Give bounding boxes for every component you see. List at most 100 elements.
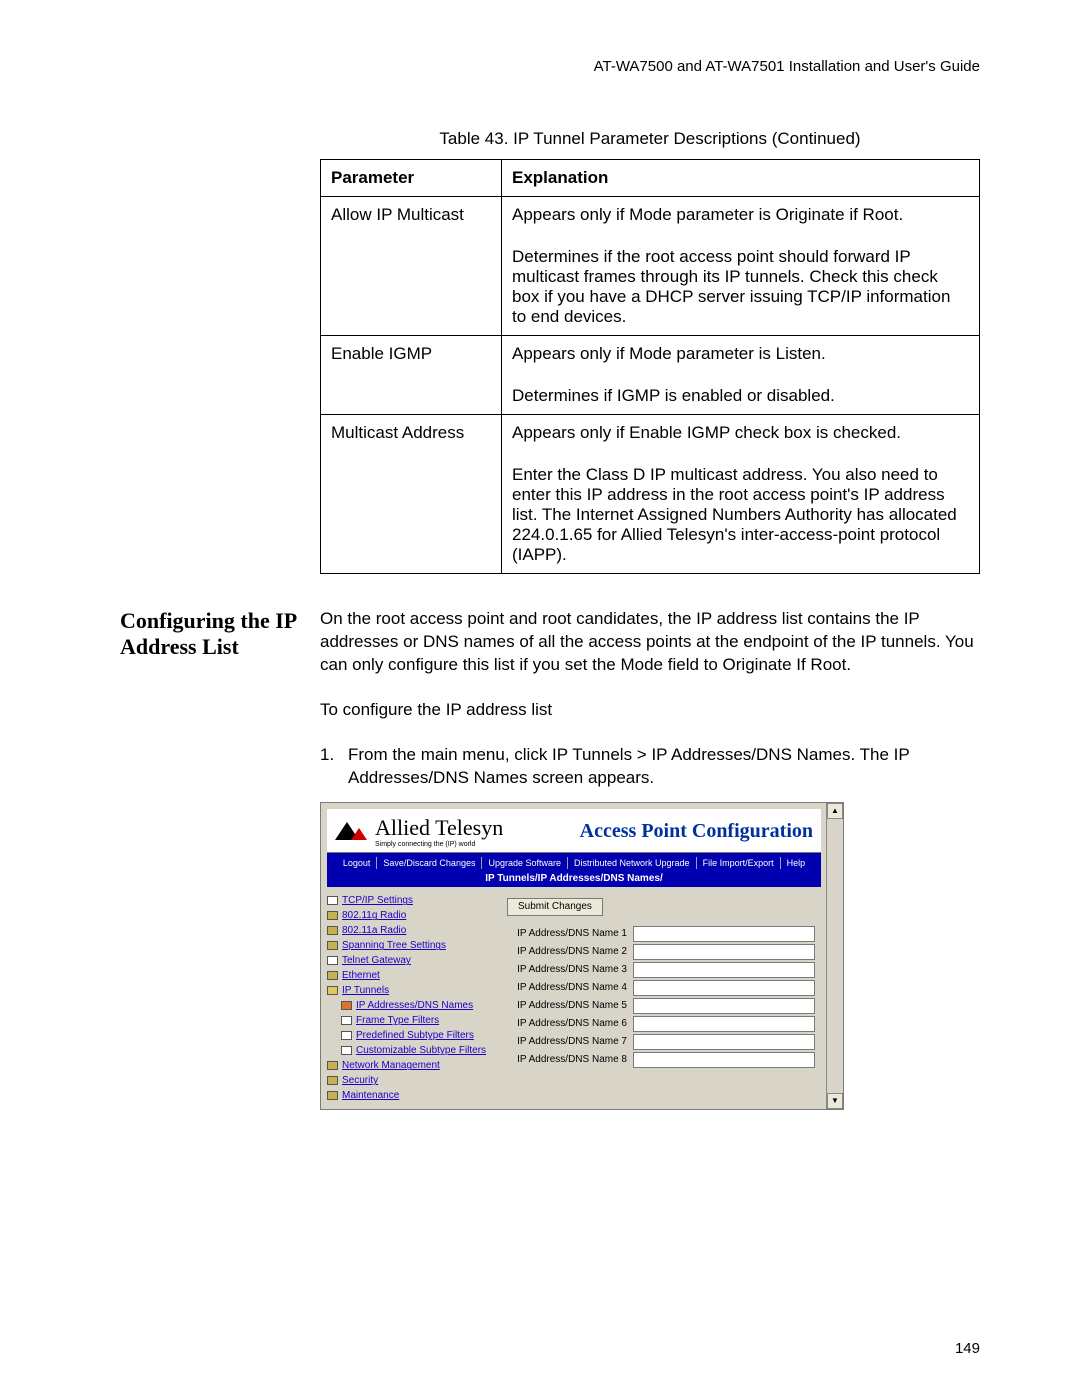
tree-item[interactable]: 802.11g Radio [327, 908, 497, 923]
table-row: Multicast Address Appears only if Enable… [321, 415, 980, 574]
nav-upgrade-software[interactable]: Upgrade Software [488, 857, 568, 869]
tree-item[interactable]: 802.11a Radio [327, 923, 497, 938]
breadcrumb: IP Tunnels/IP Addresses/DNS Names/ [333, 872, 815, 886]
th-explanation: Explanation [502, 160, 980, 197]
page-number: 149 [955, 1340, 980, 1357]
tree-link[interactable]: Security [342, 1073, 378, 1088]
config-screenshot: ▲ ▼ Allied Telesyn Simply connecting the… [320, 802, 844, 1111]
th-parameter: Parameter [321, 160, 502, 197]
ip-address-input[interactable] [633, 1034, 815, 1050]
tree-link[interactable]: Customizable Subtype Filters [356, 1043, 486, 1058]
nav-save-discard[interactable]: Save/Discard Changes [383, 857, 482, 869]
folder-icon [327, 941, 338, 950]
tree-link[interactable]: IP Addresses/DNS Names [356, 998, 473, 1013]
tree-item[interactable]: Predefined Subtype Filters [327, 1028, 497, 1043]
ip-address-input[interactable] [633, 980, 815, 996]
tree-link[interactable]: Telnet Gateway [342, 953, 411, 968]
folder-icon [327, 1076, 338, 1085]
top-nav-bar: Logout Save/Discard Changes Upgrade Soft… [327, 853, 821, 888]
cell-explain: Appears only if Mode parameter is Origin… [502, 197, 980, 336]
ip-address-row: IP Address/DNS Name 8 [507, 1052, 815, 1068]
tree-link[interactable]: TCP/IP Settings [342, 893, 413, 908]
cell-param: Multicast Address [321, 415, 502, 574]
ip-address-row: IP Address/DNS Name 2 [507, 944, 815, 960]
nav-file-import-export[interactable]: File Import/Export [703, 857, 781, 869]
ip-address-input[interactable] [633, 962, 815, 978]
tree-item[interactable]: Spanning Tree Settings [327, 938, 497, 953]
folder-icon [327, 1091, 338, 1100]
field-label: IP Address/DNS Name 3 [507, 963, 627, 977]
ip-address-input[interactable] [633, 944, 815, 960]
tree-item[interactable]: Telnet Gateway [327, 953, 497, 968]
cell-explain: Appears only if Mode parameter is Listen… [502, 336, 980, 415]
explain-text: Appears only if Mode parameter is Listen… [512, 344, 969, 364]
ip-address-input[interactable] [633, 1016, 815, 1032]
field-label: IP Address/DNS Name 5 [507, 999, 627, 1013]
document-icon [341, 1046, 352, 1055]
tree-item[interactable]: Ethernet [327, 968, 497, 983]
ip-address-input[interactable] [633, 998, 815, 1014]
ip-address-row: IP Address/DNS Name 7 [507, 1034, 815, 1050]
tree-item[interactable]: Customizable Subtype Filters [327, 1043, 497, 1058]
ip-address-row: IP Address/DNS Name 5 [507, 998, 815, 1014]
tree-link[interactable]: Spanning Tree Settings [342, 938, 446, 953]
ip-address-row: IP Address/DNS Name 3 [507, 962, 815, 978]
explain-text: Enter the Class D IP multicast address. … [512, 465, 969, 565]
tree-item[interactable]: IP Tunnels [327, 983, 497, 998]
scrollbar[interactable]: ▲ ▼ [826, 803, 843, 1110]
table-caption: Table 43. IP Tunnel Parameter Descriptio… [320, 129, 980, 149]
nav-logout[interactable]: Logout [343, 857, 378, 869]
document-icon [341, 1031, 352, 1040]
document-icon [341, 1016, 352, 1025]
tree-item[interactable]: Maintenance [327, 1088, 497, 1103]
field-label: IP Address/DNS Name 8 [507, 1053, 627, 1067]
tree-link[interactable]: IP Tunnels [342, 983, 389, 998]
ip-address-input[interactable] [633, 926, 815, 942]
explain-text: Determines if IGMP is enabled or disable… [512, 386, 969, 406]
field-label: IP Address/DNS Name 1 [507, 927, 627, 941]
folder-icon [327, 911, 338, 920]
nav-distributed-upgrade[interactable]: Distributed Network Upgrade [574, 857, 697, 869]
field-label: IP Address/DNS Name 6 [507, 1017, 627, 1031]
nav-help[interactable]: Help [787, 857, 806, 869]
tree-link[interactable]: Network Management [342, 1058, 440, 1073]
tree-link[interactable]: 802.11a Radio [342, 923, 406, 938]
ip-address-row: IP Address/DNS Name 1 [507, 926, 815, 942]
folder-icon [327, 971, 338, 980]
document-icon [327, 896, 338, 905]
submit-changes-button[interactable]: Submit Changes [507, 898, 603, 916]
tree-link[interactable]: Ethernet [342, 968, 380, 983]
scroll-up-icon[interactable]: ▲ [827, 803, 843, 819]
explain-text: Determines if the root access point shou… [512, 247, 969, 327]
tree-item[interactable]: TCP/IP Settings [327, 893, 497, 908]
folder-icon [327, 926, 338, 935]
tree-item[interactable]: IP Addresses/DNS Names [327, 998, 497, 1013]
field-label: IP Address/DNS Name 2 [507, 945, 627, 959]
tree-item[interactable]: Network Management [327, 1058, 497, 1073]
field-label: IP Address/DNS Name 4 [507, 981, 627, 995]
param-table: Parameter Explanation Allow IP Multicast… [320, 159, 980, 574]
explain-text: Appears only if Mode parameter is Origin… [512, 205, 969, 225]
nav-tree: TCP/IP Settings802.11g Radio802.11a Radi… [327, 891, 501, 1105]
folder-icon [327, 1061, 338, 1070]
tree-link[interactable]: Frame Type Filters [356, 1013, 439, 1028]
tree-item[interactable]: Frame Type Filters [327, 1013, 497, 1028]
tree-link[interactable]: Predefined Subtype Filters [356, 1028, 474, 1043]
step-number: 1. [320, 744, 348, 790]
tree-link[interactable]: 802.11g Radio [342, 908, 406, 923]
brand-bar: Allied Telesyn Simply connecting the (IP… [327, 809, 821, 853]
tree-link[interactable]: Maintenance [342, 1088, 399, 1103]
cell-param: Allow IP Multicast [321, 197, 502, 336]
brand-name: Allied Telesyn [375, 813, 503, 843]
tree-item[interactable]: Security [327, 1073, 497, 1088]
ip-address-input[interactable] [633, 1052, 815, 1068]
document-icon [341, 1001, 352, 1010]
table-row: Allow IP Multicast Appears only if Mode … [321, 197, 980, 336]
doc-header: AT-WA7500 and AT-WA7501 Installation and… [120, 58, 980, 75]
top-nav-links: Logout Save/Discard Changes Upgrade Soft… [333, 857, 815, 869]
allied-telesyn-logo-icon [335, 822, 367, 840]
scroll-down-icon[interactable]: ▼ [827, 1093, 843, 1109]
table-row: Enable IGMP Appears only if Mode paramet… [321, 336, 980, 415]
step-text: From the main menu, click IP Tunnels > I… [348, 744, 980, 790]
folder-icon [327, 986, 338, 995]
